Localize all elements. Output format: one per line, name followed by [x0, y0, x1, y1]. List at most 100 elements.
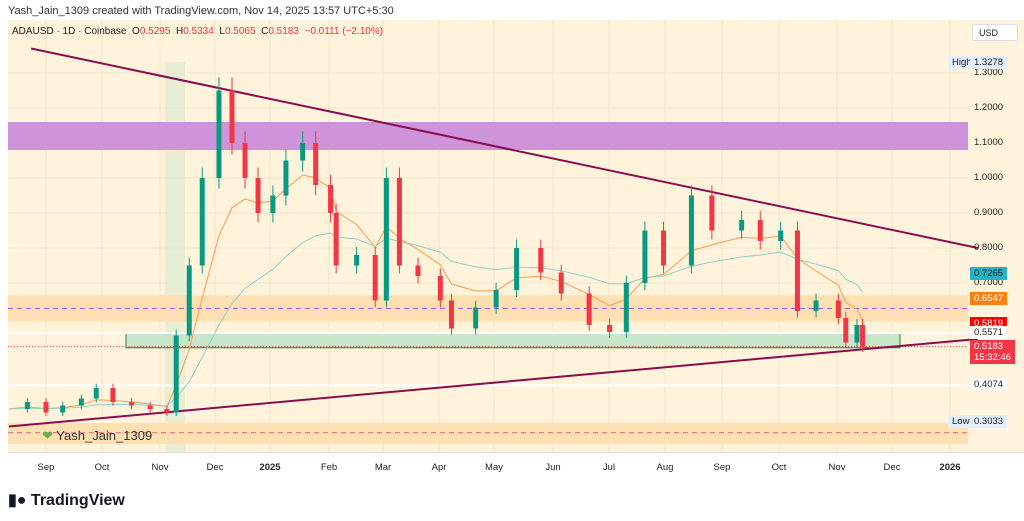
candle [813, 300, 819, 311]
x-tick-label: Sep [713, 462, 731, 473]
close-label: C [261, 26, 269, 37]
axis-border [8, 452, 1024, 453]
candle [313, 143, 319, 185]
price-label-tag: High [948, 56, 976, 70]
candle [129, 402, 135, 406]
price-label-tag: Low [948, 414, 974, 428]
candle [216, 90, 222, 178]
candle [493, 290, 499, 308]
candle [396, 178, 402, 266]
open-label: O [132, 26, 140, 37]
x-tick-label: Feb [320, 462, 338, 473]
x-tick-label: 2026 [939, 462, 961, 473]
heart-icon: ❤ [42, 428, 53, 443]
trendline [30, 47, 979, 249]
x-tick-label: Oct [771, 462, 787, 473]
candle [60, 405, 66, 413]
currency-button[interactable]: USD [972, 24, 1018, 41]
x-tick-label: Jun [545, 462, 561, 473]
highlight-range [165, 62, 185, 452]
candle [93, 388, 99, 399]
x-tick-label: Aug [656, 462, 674, 473]
price-label: 1.3278 [970, 56, 1008, 70]
price-label: 0.5571 [970, 326, 1008, 339]
candle [558, 272, 564, 294]
candle [186, 265, 192, 336]
candle [794, 230, 800, 311]
x-tick-label: Oct [94, 462, 110, 473]
candle [843, 318, 849, 343]
candle [538, 248, 544, 273]
candle [739, 220, 745, 231]
candle [283, 160, 289, 196]
watermark: ❤ Yash_Jain_1309 [42, 428, 152, 444]
plot-background [8, 20, 968, 452]
candle [255, 178, 261, 213]
candle [661, 230, 667, 266]
candle [514, 248, 520, 290]
x-tick-label: Mar [374, 462, 392, 473]
low-label: L [219, 26, 225, 37]
x-tick-label: May [485, 462, 503, 473]
candle [164, 409, 170, 413]
y-tick-label: 1.2000 [974, 102, 1004, 113]
y-tick-label: 0.9000 [974, 207, 1004, 218]
candle [354, 255, 360, 266]
candle [757, 220, 763, 241]
x-tick-label: Jul [602, 462, 616, 473]
candle [623, 283, 629, 332]
chart-credit: Yash_Jain_1309 created with TradingView.… [8, 5, 394, 17]
candle [270, 195, 276, 213]
symbol-name[interactable]: ADAUSD · 1D · Coinbase [12, 26, 127, 37]
candle [24, 402, 30, 409]
candle [688, 195, 694, 266]
candle [709, 195, 715, 231]
zone-green [125, 332, 901, 349]
candle [835, 300, 841, 318]
change-value: −0.0111 (−2.10%) [304, 26, 384, 37]
candle [860, 325, 866, 347]
candle [110, 388, 116, 402]
candle [328, 185, 334, 213]
high-label: H [175, 26, 184, 37]
high-value: 0.5334 [183, 26, 214, 37]
candle [586, 293, 592, 325]
candle [642, 230, 648, 283]
candle [607, 325, 613, 332]
x-tick-label: Dec [883, 462, 901, 473]
x-tick-label: Apr [431, 462, 447, 473]
candle [437, 276, 443, 301]
tv-logo-icon: ▮● [8, 492, 27, 509]
candle [242, 143, 248, 178]
y-tick-label: 0.7000 [974, 277, 1004, 288]
trendline [8, 338, 978, 428]
watermark-text: Yash_Jain_1309 [56, 428, 153, 443]
price-label: 0.6547 [970, 291, 1008, 305]
candle [383, 178, 389, 301]
price-label: 0.4074 [970, 378, 1008, 392]
candle [448, 300, 454, 329]
low-value: 0.5065 [224, 26, 256, 37]
candle [147, 405, 153, 409]
y-tick-label: 1.0000 [974, 172, 1004, 183]
candle [78, 398, 84, 406]
y-tick-label: 0.8000 [974, 242, 1004, 253]
price-label: 0.3033 [970, 414, 1008, 428]
candle [173, 335, 179, 413]
candle [43, 402, 49, 413]
candle [333, 213, 339, 266]
open-value: 0.5295 [139, 26, 171, 37]
zone-support [8, 423, 968, 444]
price-label: 0.7265 [970, 266, 1008, 280]
candle [199, 178, 205, 266]
tradingview-logo[interactable]: ▮● TradingView [8, 490, 125, 510]
symbol-legend: ADAUSD · 1D · Coinbase O0.5295 H0.5334 L… [12, 26, 383, 37]
x-tick-label: Dec [206, 462, 224, 473]
candle [372, 255, 378, 301]
close-value: 0.5183 [268, 26, 299, 37]
candle [415, 265, 421, 276]
x-tick-label: Nov [151, 462, 169, 473]
zone-resistance [8, 122, 968, 150]
x-tick-label: Sep [37, 462, 55, 473]
